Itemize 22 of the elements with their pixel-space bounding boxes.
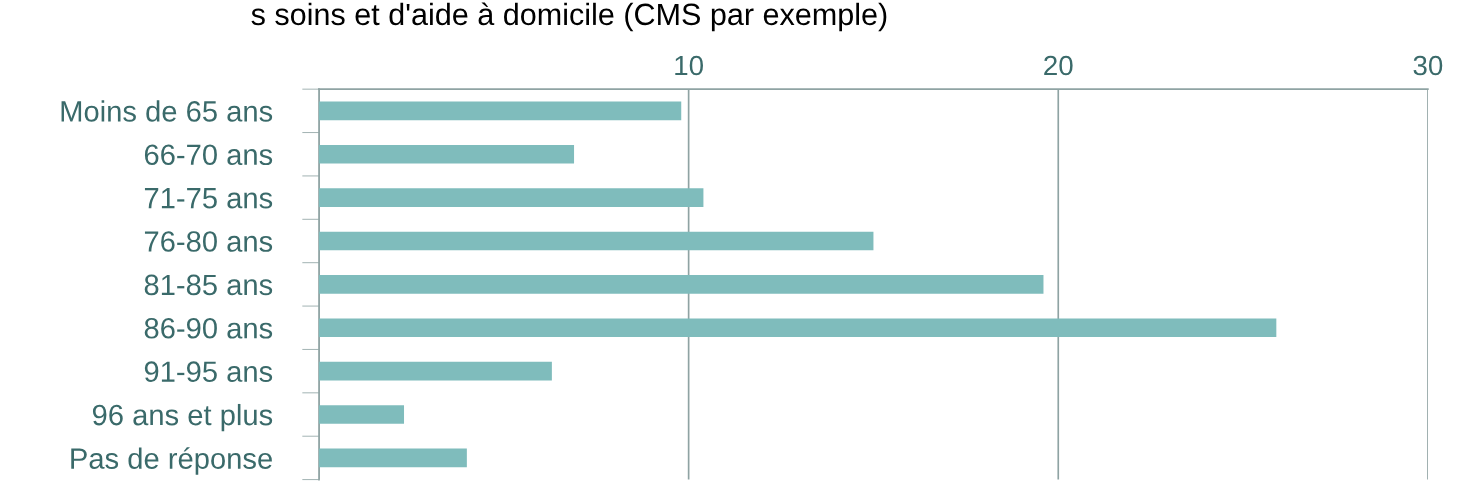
y-tick-label: Moins de 65 ans [61, 100, 273, 122]
y-tick-label: 76-80 ans [144, 231, 273, 252]
y-tick-label: 81-85 ans [144, 274, 273, 296]
y-tick-label: 91-95 ans [144, 361, 273, 382]
x-tick-label: 30 [1413, 55, 1443, 76]
x-tick-label: 10 [675, 55, 703, 76]
bar [319, 361, 552, 381]
bar [319, 231, 874, 251]
bar [319, 318, 1277, 338]
chart-title: s soins et d'aide à domicile (CMS par exemple) [251, 2, 887, 32]
bar [319, 144, 575, 164]
bar [319, 188, 704, 207]
y-tick-label: 96 ans et plus [92, 403, 273, 432]
y-tick-label: 66-70 ans [144, 144, 273, 166]
bar [319, 275, 1044, 294]
bar [319, 448, 467, 468]
bar [319, 405, 405, 424]
y-tick-label: 71-75 ans [144, 188, 273, 209]
x-tick-label: 20 [1044, 55, 1073, 76]
y-tick-label: Pas de réponse [71, 447, 272, 475]
bar [319, 101, 682, 121]
y-tick-label: 86-90 ans [144, 317, 273, 339]
